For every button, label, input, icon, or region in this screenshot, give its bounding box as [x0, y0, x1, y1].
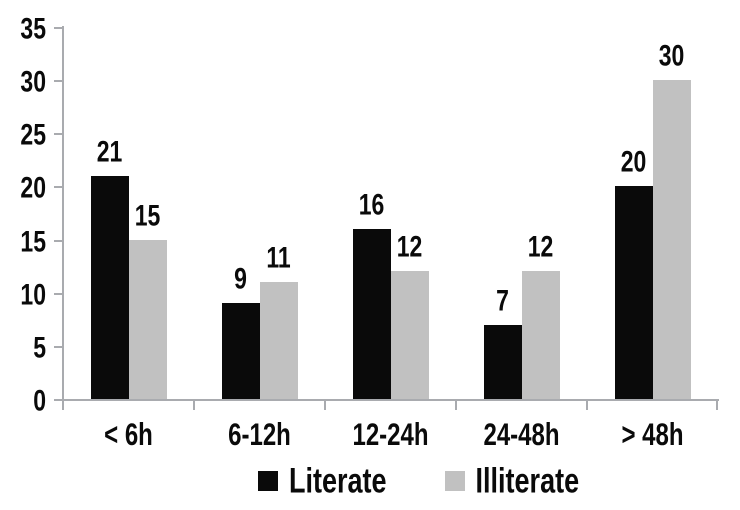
bar-literate — [221, 303, 260, 399]
data-label: 20 — [596, 144, 672, 178]
legend-swatch-literate — [258, 471, 278, 491]
data-label: 15 — [110, 198, 186, 232]
y-tick-label-text: 35 — [20, 11, 46, 45]
y-tick-label: 5 — [0, 330, 46, 364]
bar-illiterate — [652, 80, 691, 399]
legend-label: Illiterate — [476, 462, 580, 501]
x-category-label: < 6h — [64, 418, 194, 453]
x-tick — [193, 401, 195, 410]
y-tick — [54, 292, 62, 295]
x-category-label: 6-12h — [195, 418, 325, 453]
legend-swatch-illiterate — [444, 471, 465, 491]
x-category-label-text: 24-48h — [483, 417, 560, 453]
legend-item-literate: Literate — [258, 462, 387, 501]
y-tick — [54, 80, 62, 83]
y-tick — [54, 239, 62, 242]
x-tick — [324, 401, 326, 410]
y-axis-line — [62, 26, 64, 401]
data-label: 11 — [241, 240, 317, 274]
chart-legend: Literate Illiterate — [258, 462, 580, 501]
x-category-label-text: > 48h — [621, 417, 684, 453]
x-category-label: > 48h — [588, 418, 718, 453]
y-tick — [54, 27, 62, 29]
legend-label: Literate — [289, 462, 387, 501]
x-axis-line — [55, 399, 719, 401]
y-tick-label-text: 15 — [20, 223, 46, 258]
bar-literate — [352, 229, 391, 399]
data-label-text: 9 — [234, 261, 247, 295]
data-label: 9 — [203, 261, 279, 295]
x-category-label-text: 6-12h — [228, 417, 291, 453]
bar-illiterate — [521, 271, 560, 399]
y-tick-label: 10 — [0, 277, 46, 311]
legend-label-text: Illiterate — [475, 461, 580, 501]
y-tick-label-text: 0 — [33, 383, 46, 417]
x-tick — [455, 401, 457, 410]
bar-literate — [483, 325, 522, 399]
bar-illiterate — [259, 282, 298, 399]
y-tick-label-text: 30 — [20, 64, 46, 99]
y-tick-label: 0 — [0, 383, 46, 417]
bar-illiterate — [128, 240, 167, 399]
legend-label-text: Literate — [289, 461, 387, 501]
data-label-text: 12 — [527, 229, 554, 263]
x-tick — [586, 401, 588, 410]
data-label: 7 — [465, 283, 541, 317]
y-tick-label: 35 — [0, 11, 46, 45]
data-label-text: 21 — [96, 134, 123, 168]
x-category-label-text: < 6h — [104, 417, 153, 453]
data-label: 16 — [334, 187, 410, 221]
data-label: 12 — [503, 229, 579, 263]
y-tick — [54, 133, 62, 136]
bar-literate — [90, 176, 129, 399]
y-tick-label-text: 10 — [20, 276, 46, 311]
bar-illiterate — [390, 271, 429, 399]
data-label: 30 — [634, 38, 710, 72]
y-tick-label: 20 — [0, 170, 46, 205]
legend-item-illiterate: Illiterate — [444, 462, 580, 501]
data-label: 12 — [372, 229, 448, 263]
bar-literate — [614, 186, 653, 399]
y-tick — [54, 186, 62, 189]
y-tick-label: 25 — [0, 117, 46, 151]
y-tick — [54, 345, 62, 348]
data-label-text: 15 — [134, 198, 161, 232]
data-label-text: 30 — [658, 38, 685, 72]
x-category-label: 12-24h — [326, 418, 456, 453]
x-category-label-text: 12-24h — [352, 417, 429, 453]
data-label-text: 16 — [358, 187, 385, 221]
y-tick-label-text: 20 — [20, 170, 46, 205]
y-tick-label-text: 25 — [20, 117, 46, 152]
data-label-text: 7 — [496, 283, 509, 317]
x-tick — [716, 401, 718, 410]
y-tick-label-text: 5 — [33, 329, 46, 364]
data-label: 21 — [72, 134, 148, 168]
data-label-text: 11 — [266, 240, 291, 274]
y-tick-label: 15 — [0, 224, 46, 258]
x-tick — [62, 401, 64, 410]
data-label-text: 12 — [396, 229, 423, 263]
y-tick-label: 30 — [0, 64, 46, 98]
x-category-label: 24-48h — [457, 418, 587, 453]
data-label-text: 20 — [620, 144, 647, 178]
